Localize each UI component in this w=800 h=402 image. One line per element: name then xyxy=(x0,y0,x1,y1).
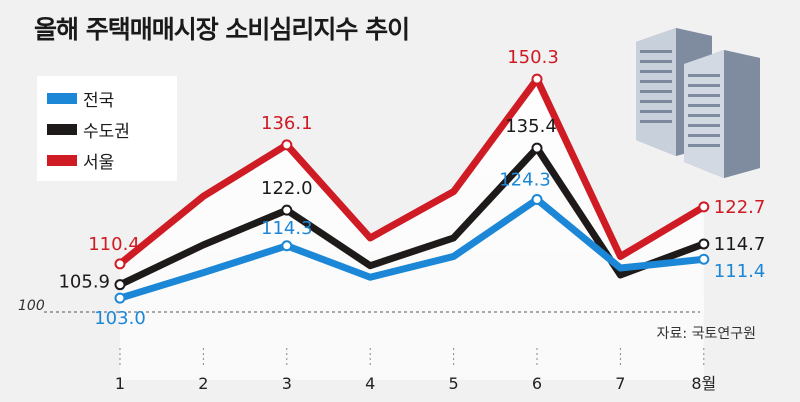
data-point-marker xyxy=(114,292,126,304)
data-label-capital-area: 122.0 xyxy=(261,178,313,199)
data-point-marker xyxy=(698,238,710,250)
data-label-seoul: 136.1 xyxy=(261,113,313,134)
chart-legend: 전국 수도권 서울 xyxy=(37,76,177,181)
legend-label-seoul: 서울 xyxy=(83,152,115,173)
x-tick-label: 4 xyxy=(365,374,375,393)
data-point-marker xyxy=(114,258,126,270)
legend-swatch-nationwide xyxy=(47,92,77,104)
data-point-marker xyxy=(281,204,293,216)
reference-line-label: 100 xyxy=(18,298,45,314)
data-point-marker xyxy=(531,193,543,205)
data-label-capital-area: 114.7 xyxy=(714,234,766,255)
chart-title: 올해 주택매매시장 소비심리지수 추이 xyxy=(34,15,410,44)
data-point-marker xyxy=(698,253,710,265)
legend-label-capital-area: 수도권 xyxy=(83,121,130,142)
x-tick-label: 7 xyxy=(615,374,625,393)
legend-item-capital-area: 수도권 xyxy=(47,117,130,142)
data-point-marker xyxy=(698,201,710,213)
x-tick-label: 6 xyxy=(532,374,542,393)
x-tick-label: 5 xyxy=(449,374,459,393)
data-label-seoul: 122.7 xyxy=(714,197,766,218)
legend-swatch-capital-area xyxy=(47,123,77,135)
legend-item-seoul: 서울 xyxy=(47,148,115,173)
x-tick-label: 1 xyxy=(115,374,125,393)
x-tick-label: 8월 xyxy=(691,374,716,393)
data-point-marker xyxy=(531,73,543,85)
data-label-seoul: 150.3 xyxy=(507,47,559,68)
x-tick-label: 3 xyxy=(282,374,292,393)
legend-item-nationwide: 전국 xyxy=(47,86,115,111)
data-label-nationwide: 111.4 xyxy=(714,261,766,282)
data-label-nationwide: 114.3 xyxy=(261,218,313,239)
apartment-buildings-icon xyxy=(636,28,760,178)
legend-swatch-seoul xyxy=(47,154,77,166)
area-fill xyxy=(120,79,704,381)
legend-label-nationwide: 전국 xyxy=(83,90,115,111)
series-line-seoul xyxy=(116,75,708,268)
data-point-marker xyxy=(281,240,293,252)
data-point-marker xyxy=(114,279,126,291)
x-tick-label: 2 xyxy=(198,374,208,393)
source-note: 자료: 국토연구원 xyxy=(656,326,756,342)
series-line-nationwide xyxy=(116,195,708,302)
data-label-capital-area: 105.9 xyxy=(58,272,110,293)
data-label-seoul: 110.4 xyxy=(88,234,140,255)
data-point-marker xyxy=(531,142,543,154)
data-label-nationwide: 103.0 xyxy=(94,308,146,329)
data-point-marker xyxy=(281,139,293,151)
data-label-capital-area: 135.4 xyxy=(505,116,557,137)
data-label-nationwide: 124.3 xyxy=(499,169,551,190)
